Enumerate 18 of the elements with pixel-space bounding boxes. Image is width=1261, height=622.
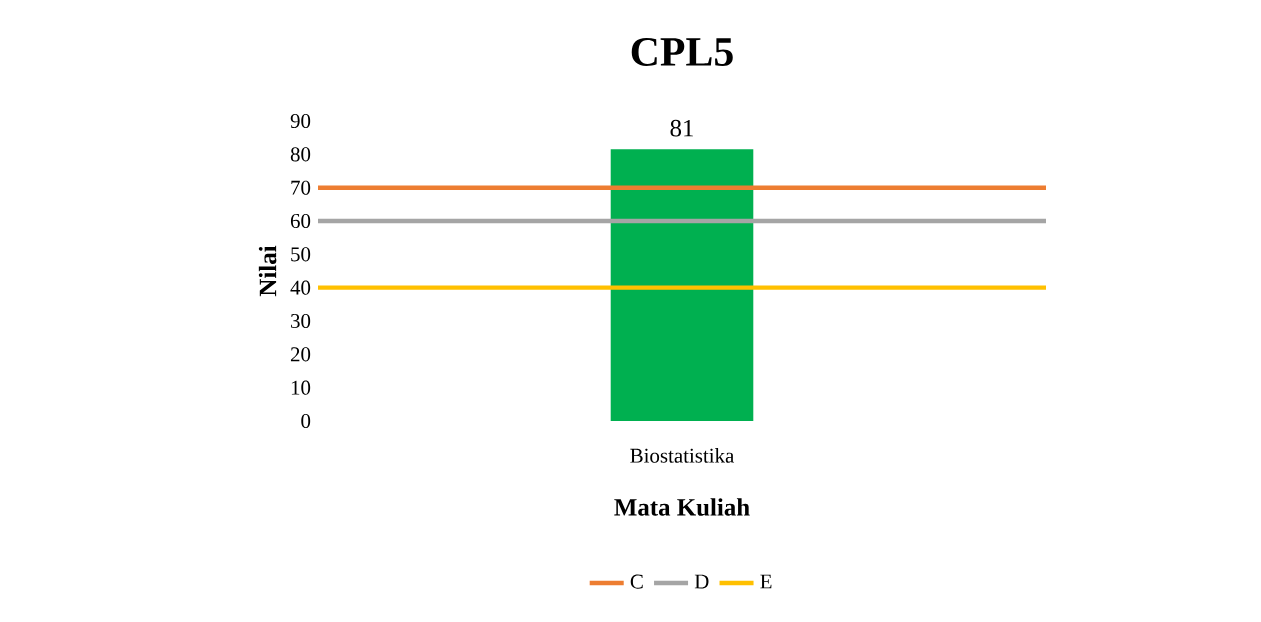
y-tick-label: 50 bbox=[291, 247, 311, 262]
y-tick-label: 20 bbox=[290, 347, 311, 362]
chart-title: CPL5 bbox=[631, 37, 733, 67]
legend-label: D bbox=[694, 574, 709, 589]
y-tick-label: 60 bbox=[290, 213, 311, 229]
y-tick-label: 80 bbox=[290, 147, 311, 162]
data-label: 81 bbox=[670, 119, 693, 137]
y-tick-label: 70 bbox=[291, 180, 311, 195]
y-tick-label: 90 bbox=[290, 113, 311, 129]
x-tick-label: Biostatistika bbox=[630, 448, 735, 463]
y-tick-label: 40 bbox=[290, 280, 311, 295]
y-tick-label: 0 bbox=[301, 413, 311, 429]
x-axis-title: Mata Kuliah bbox=[614, 498, 750, 516]
y-tick-label: 30 bbox=[291, 313, 311, 329]
legend-label: E bbox=[760, 574, 772, 589]
legend-label: C bbox=[630, 574, 643, 589]
y-axis-title: Nilai bbox=[258, 245, 277, 297]
y-tick-label: 10 bbox=[291, 380, 311, 395]
